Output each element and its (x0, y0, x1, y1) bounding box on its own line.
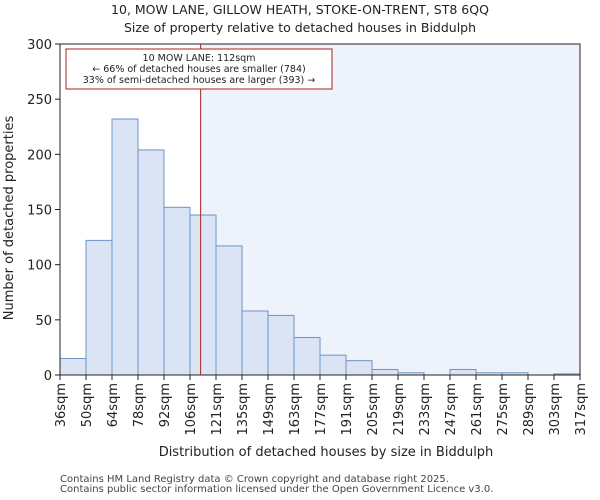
x-tick-label: 303sqm (548, 383, 563, 436)
x-tick-label: 219sqm (392, 383, 407, 436)
bar-106sqm (189, 214, 217, 376)
x-tick-label: 92sqm (158, 383, 173, 427)
x-tick-label: 233sqm (418, 383, 433, 436)
x-axis-label: Distribution of detached houses by size … (159, 445, 494, 460)
bar-36sqm (59, 357, 87, 376)
chart-subtitle: Size of property relative to detached ho… (124, 20, 476, 35)
x-tick-label: 64sqm (106, 383, 121, 427)
annotation-line-1: 10 MOW LANE: 112sqm (143, 53, 256, 64)
x-tick-label: 36sqm (54, 383, 69, 427)
bar-135sqm (241, 310, 269, 376)
x-tick-label: 275sqm (496, 383, 511, 436)
x-tick-label: 247sqm (444, 383, 459, 436)
annotation-box: 10 MOW LANE: 112sqm ← 66% of detached ho… (65, 48, 333, 90)
x-tick-label: 50sqm (80, 383, 95, 427)
bar-191sqm (345, 360, 373, 376)
x-tick-label: 135sqm (236, 383, 251, 436)
x-tick-label: 261sqm (470, 383, 485, 436)
x-tick-label: 317sqm (574, 383, 589, 436)
y-axis: 0 50 100 150 200 250 300 (27, 38, 60, 384)
y-tick-label: 200 (27, 148, 52, 163)
footer-line-2: Contains public sector information licen… (60, 484, 494, 495)
bar-121sqm (215, 245, 243, 376)
bar-50sqm (85, 239, 113, 376)
bar-64sqm (111, 118, 139, 376)
bar-177sqm (319, 354, 347, 376)
annotation-line-2: ← 66% of detached houses are smaller (78… (92, 64, 305, 75)
bar-78sqm (137, 149, 165, 376)
bar-163sqm (293, 336, 321, 376)
footer-line-1: Contains HM Land Registry data © Crown c… (60, 474, 449, 485)
x-axis: 36sqm 50sqm 64sqm 78sqm 92sqm 106sqm 121sqm 135… (54, 375, 589, 436)
x-tick-label: 177sqm (314, 383, 329, 436)
y-tick-label: 250 (27, 93, 52, 108)
bar-205sqm (371, 368, 399, 376)
bar-series (59, 118, 581, 376)
x-tick-label: 106sqm (184, 383, 199, 436)
y-tick-label: 100 (27, 259, 52, 274)
x-tick-label: 205sqm (366, 383, 381, 436)
y-tick-label: 0 (44, 369, 52, 384)
x-tick-label: 149sqm (262, 383, 277, 436)
y-tick-label: 300 (27, 38, 52, 53)
x-tick-label: 163sqm (288, 383, 303, 436)
x-tick-label: 121sqm (210, 383, 225, 436)
bar-149sqm (267, 314, 295, 376)
annotation-frame (65, 48, 333, 90)
x-tick-label: 191sqm (340, 383, 355, 436)
x-tick-label: 78sqm (132, 383, 147, 427)
chart-title: 10, MOW LANE, GILLOW HEATH, STOKE-ON-TRE… (111, 2, 489, 17)
y-axis-label: Number of detached properties (2, 116, 17, 321)
annotation-line-3: 33% of semi-detached houses are larger (… (83, 75, 316, 86)
bar-92sqm (163, 206, 191, 376)
x-tick-label: 289sqm (522, 383, 537, 436)
bar-247sqm (449, 368, 477, 376)
y-tick-label: 150 (27, 204, 52, 219)
y-tick-label: 50 (35, 314, 52, 329)
